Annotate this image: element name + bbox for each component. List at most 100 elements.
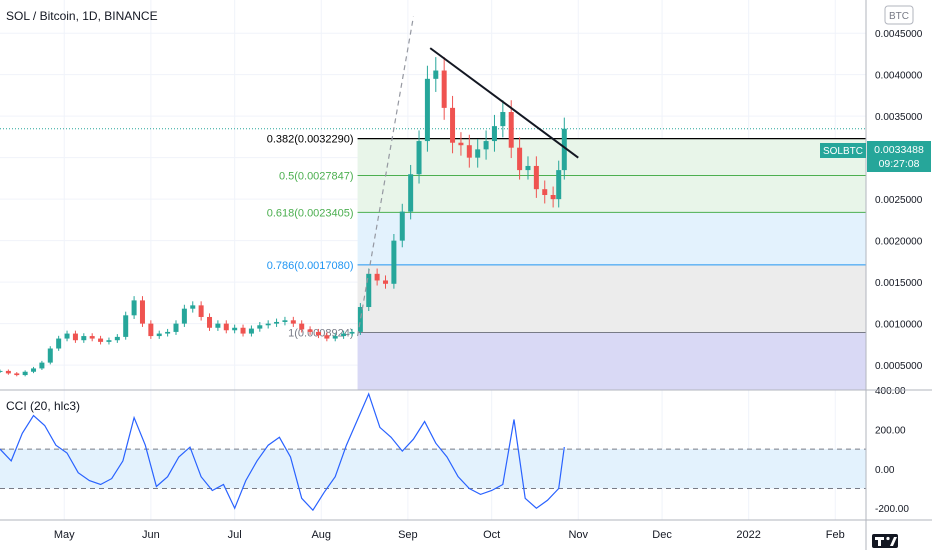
- candle-body: [265, 323, 271, 326]
- price-tick-label: 0.0015000: [875, 278, 923, 289]
- cci-band-fill: [0, 449, 866, 489]
- candle-body: [89, 336, 95, 339]
- time-tick-label: Aug: [311, 529, 331, 541]
- fib-level-label: 0.618(0.0023405): [267, 207, 354, 219]
- price-tick-label: 0.0045000: [875, 29, 923, 40]
- cci-pane: 400.00 200.00 0.00 -200.00: [0, 386, 909, 515]
- candle-body: [173, 323, 179, 332]
- candle-body: [332, 336, 338, 339]
- time-tick-label: Feb: [826, 529, 845, 541]
- fib-band: [357, 138, 866, 176]
- time-tick-label: Dec: [652, 529, 672, 541]
- cci-tick-label: 0.00: [875, 465, 895, 476]
- candle-body: [248, 328, 254, 334]
- time-tick-label: Oct: [483, 529, 500, 541]
- candle-body: [483, 141, 489, 150]
- candle-body: [106, 340, 112, 342]
- candle-body: [433, 70, 439, 79]
- candle-body: [315, 331, 321, 336]
- price-tick-label: 0.0005000: [875, 361, 923, 372]
- symbol-tag: [820, 143, 866, 158]
- price-axis[interactable]: 0.0005000 0.0010000 0.0015000 0.0020000 0.00…: [875, 0, 923, 372]
- cci-line: [0, 392, 565, 512]
- currency-button-label: BTC: [889, 11, 909, 22]
- fib-band: [357, 264, 866, 333]
- last-price-tag: [867, 141, 931, 172]
- candle-body: [391, 240, 397, 284]
- time-tick-label: Sep: [398, 529, 418, 541]
- price-tick-label: 0.0025000: [875, 195, 923, 206]
- fib-level-label: 0.786(0.0017080): [267, 260, 354, 272]
- candle-body: [98, 338, 104, 342]
- price-tick-label: 0.0040000: [875, 71, 923, 82]
- candle-body: [257, 325, 263, 329]
- last-price-value: 0.0033488: [874, 144, 924, 156]
- time-tick-label: 2022: [736, 529, 760, 541]
- candle-body: [349, 331, 355, 334]
- candle-body: [408, 174, 414, 212]
- candle-body: [450, 107, 456, 143]
- price-tick-label: 0.0020000: [875, 237, 923, 248]
- chart-title: SOL / Bitcoin, 1D, BINANCE: [6, 9, 158, 23]
- time-tick-label: Jun: [142, 529, 160, 541]
- candle-body: [466, 145, 472, 158]
- candle-body: [207, 316, 213, 328]
- candle-body: [81, 336, 87, 341]
- candle-body: [374, 273, 380, 281]
- candle-body: [72, 333, 78, 341]
- candle-body: [299, 323, 305, 330]
- candle-body: [165, 331, 171, 334]
- candle-body: [341, 333, 347, 337]
- tradingview-logo[interactable]: [872, 534, 898, 548]
- candle-body: [383, 280, 389, 284]
- dashed-projection-line[interactable]: [356, 16, 415, 337]
- fib-band: [357, 332, 866, 390]
- candle-body: [324, 335, 330, 339]
- candle-body: [491, 126, 497, 142]
- candle-body: [508, 112, 514, 148]
- candle-body: [0, 370, 3, 372]
- time-tick-label: Jul: [228, 529, 242, 541]
- candle-body: [131, 300, 137, 316]
- symbol-tag-label: SOLBTC: [823, 146, 863, 157]
- candle-body: [525, 165, 531, 171]
- candle-body: [517, 147, 523, 171]
- candle-body: [232, 327, 238, 331]
- indicator-title[interactable]: CCI (20, hlc3): [6, 399, 80, 413]
- candle-body: [366, 273, 372, 308]
- candle-body: [561, 128, 567, 171]
- trend-line[interactable]: [429, 47, 579, 159]
- time-axis[interactable]: May Jun Jul Aug Sep Oct Nov Dec 2022 Feb: [54, 529, 845, 541]
- candle-body: [181, 308, 187, 324]
- candle-body: [307, 329, 313, 332]
- time-tick-label: Nov: [568, 529, 588, 541]
- price-tick-label: 0.0035000: [875, 112, 923, 123]
- candle-body: [550, 195, 556, 200]
- candle-body: [357, 307, 363, 332]
- candle-body: [5, 370, 11, 374]
- candle-body: [475, 149, 481, 158]
- candle-countdown: 09:27:08: [879, 158, 920, 170]
- time-tick-label: May: [54, 529, 75, 541]
- candle-body: [282, 320, 288, 322]
- candle-body: [399, 211, 405, 241]
- candle-body: [290, 320, 296, 324]
- candle-body: [198, 305, 204, 317]
- candle-body: [441, 70, 447, 108]
- candles: [0, 57, 567, 377]
- candle-body: [47, 348, 53, 363]
- fib-retracement[interactable]: 0.382(0.0032290) 0.5(0.0027847) 0.618(0.00…: [267, 134, 866, 390]
- candle-body: [533, 165, 539, 190]
- candle-body: [56, 338, 62, 349]
- candle-body: [139, 300, 145, 324]
- currency-button[interactable]: [884, 5, 914, 25]
- candle-body: [215, 323, 221, 328]
- candle-body: [542, 189, 548, 195]
- fib-band: [357, 212, 866, 265]
- fib-band: [357, 175, 866, 213]
- price-tick-label: 0.0010000: [875, 320, 923, 331]
- drawn-lines[interactable]: [356, 16, 579, 337]
- fib-level-label: 0.382(0.0032290): [267, 134, 354, 146]
- candle-body: [64, 333, 70, 339]
